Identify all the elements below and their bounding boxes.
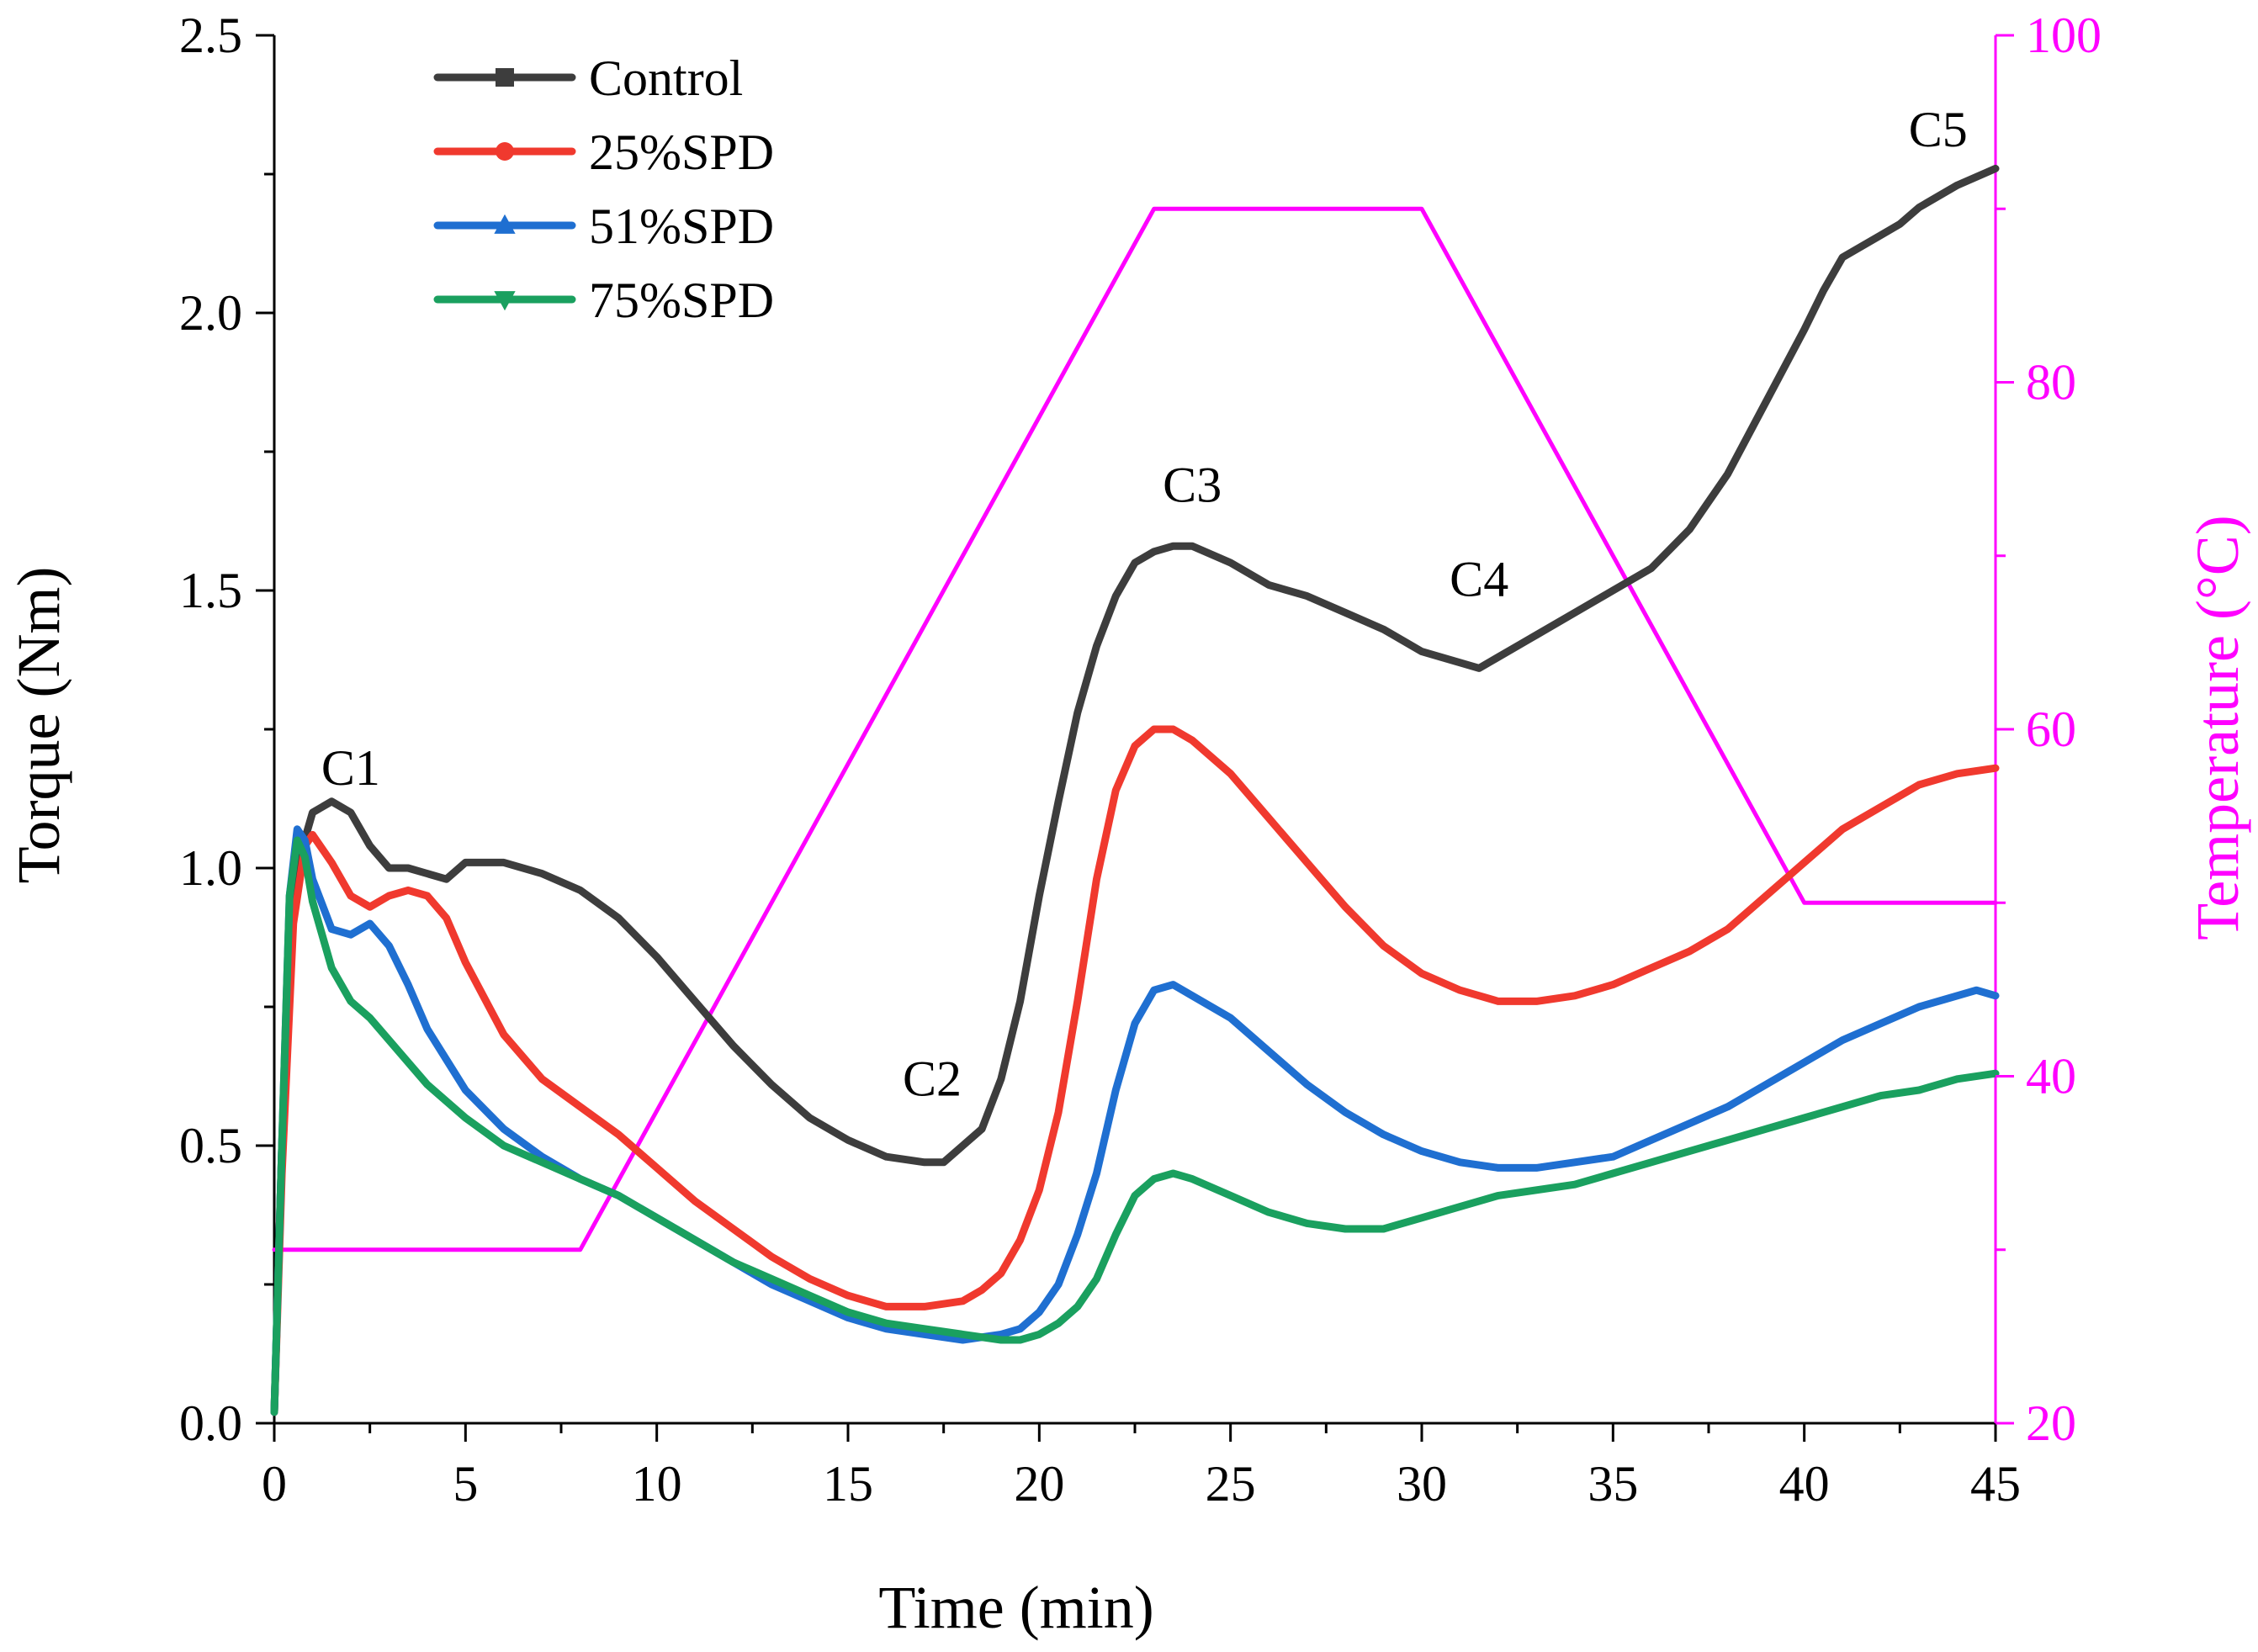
legend-marker-control	[496, 68, 514, 87]
annotation-c1: C1	[321, 740, 380, 796]
y-tick-label: 0.5	[179, 1118, 242, 1173]
y-tick-label: 1.0	[179, 840, 242, 896]
temperature-series	[272, 206, 1998, 1252]
x-axis-label: Time (min)	[878, 1574, 1153, 1641]
legend: Control 25%SPD 51%SPD 75%SPD	[433, 50, 774, 328]
y-tick-label: 0.0	[179, 1395, 242, 1451]
y-axis-label: Torque (Nm)	[5, 567, 72, 884]
legend-label-control: Control	[589, 50, 743, 106]
x-tick-label: 0	[262, 1456, 287, 1512]
series-line-25-spd	[270, 725, 2000, 1416]
legend-label-75-spd: 75%SPD	[589, 273, 774, 328]
annotations: C1 C2 C3 C4 C5	[321, 102, 1968, 1107]
axis-ticks: 0 5 10 15 20 25 30 35 40 45 0.0 0.5 1.0 1.5 2.0 2.5 20 40…	[179, 8, 2102, 1512]
series-line-temperature	[272, 206, 1998, 1252]
torque-series	[270, 164, 2000, 1416]
x-tick-label: 10	[632, 1456, 682, 1512]
x-tick-label: 45	[1970, 1456, 2021, 1512]
y2-tick-label: 80	[2026, 355, 2076, 410]
x-tick-label: 35	[1587, 1456, 1638, 1512]
legend-label-51-spd: 51%SPD	[589, 199, 774, 254]
legend-marker-75-spd	[494, 291, 516, 311]
y2-tick-label: 100	[2026, 8, 2102, 63]
y-tick-label: 2.0	[179, 285, 242, 341]
series-line-control	[270, 164, 2000, 1416]
x-tick-label: 30	[1397, 1456, 1447, 1512]
y2-tick-label: 60	[2026, 702, 2076, 757]
x-tick-label: 15	[823, 1456, 873, 1512]
x-tick-label: 25	[1206, 1456, 1256, 1512]
annotation-c5: C5	[1909, 102, 1968, 157]
x-tick-label: 5	[453, 1456, 478, 1512]
y2-tick-label: 20	[2026, 1395, 2076, 1451]
x-tick-label: 40	[1779, 1456, 1830, 1512]
legend-marker-25-spd	[496, 142, 514, 161]
annotation-c2: C2	[903, 1051, 962, 1107]
y2-axis-label: Temperature (°C)	[2184, 515, 2251, 940]
annotation-c4: C4	[1450, 552, 1508, 607]
legend-label-25-spd: 25%SPD	[589, 124, 774, 180]
series-line-75-spd	[270, 836, 2000, 1416]
y-tick-label: 2.5	[179, 8, 242, 63]
x-tick-label: 20	[1014, 1456, 1064, 1512]
y-tick-label: 1.5	[179, 563, 242, 618]
series-line-51-spd	[270, 825, 2000, 1416]
legend-marker-51-spd	[494, 214, 516, 234]
annotation-c3: C3	[1163, 457, 1222, 512]
y2-tick-label: 40	[2026, 1049, 2076, 1104]
